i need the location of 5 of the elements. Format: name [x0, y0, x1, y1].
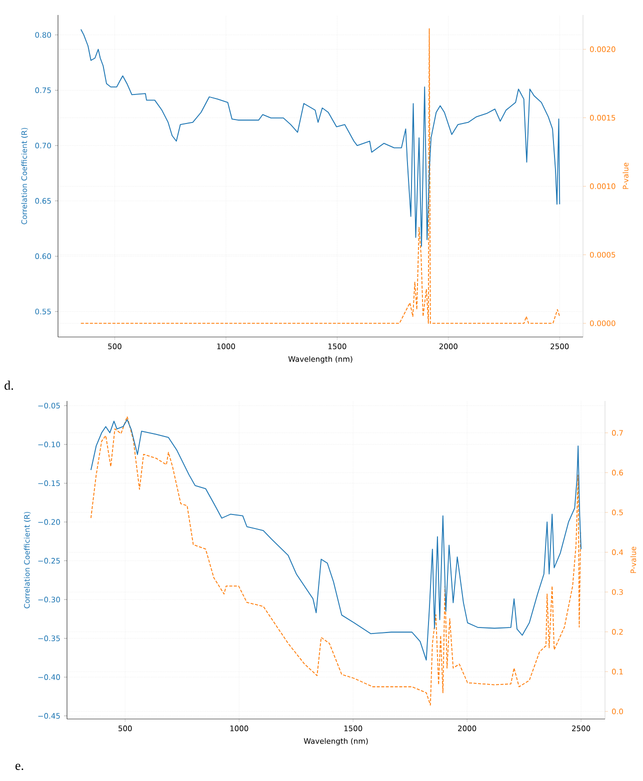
text: d. — [4, 380, 14, 390]
line-series — [80, 28, 560, 247]
line-series — [90, 419, 582, 660]
line-series — [90, 416, 582, 706]
text: e. — [16, 764, 24, 770]
